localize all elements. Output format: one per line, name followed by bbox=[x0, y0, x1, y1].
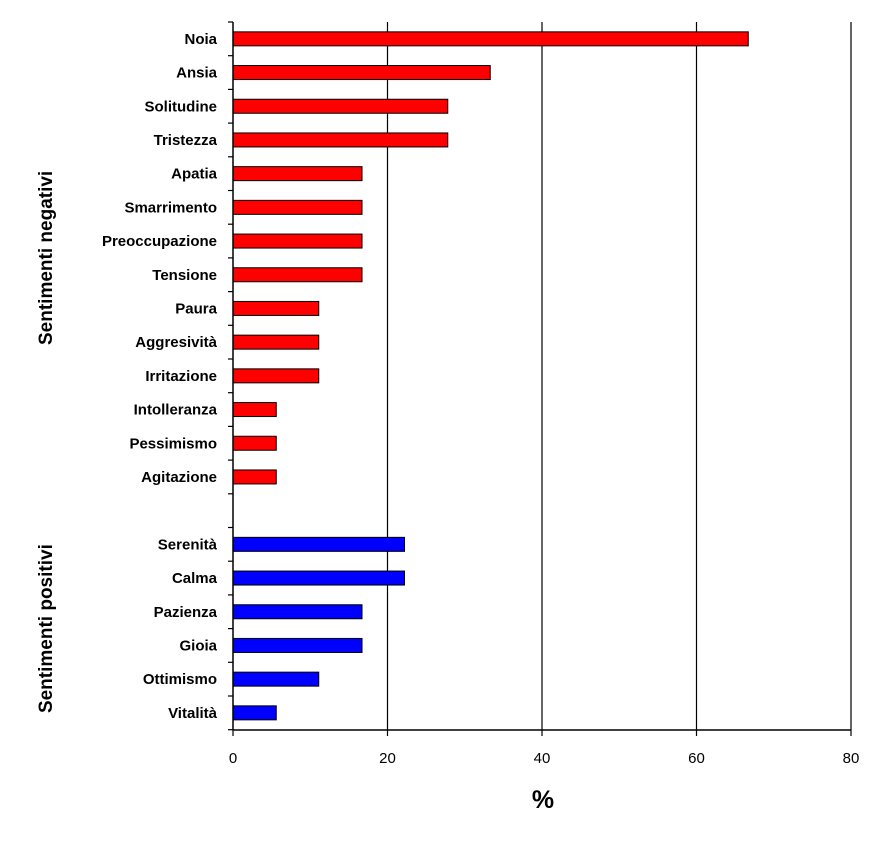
bar-preoccupazione bbox=[232, 233, 363, 249]
x-tick-label: 20 bbox=[379, 750, 396, 767]
bar-apatia bbox=[232, 166, 363, 182]
bar-solitudine bbox=[232, 98, 449, 114]
category-label: Apatia bbox=[171, 166, 218, 183]
bar-agitazione bbox=[232, 469, 277, 485]
x-tick-label: 60 bbox=[688, 750, 705, 767]
bars bbox=[232, 31, 749, 721]
axes bbox=[228, 21, 852, 736]
category-label: Noia bbox=[184, 31, 217, 48]
bar-vitalità bbox=[232, 705, 277, 721]
category-label: Intolleranza bbox=[134, 402, 218, 419]
x-tick-label: 40 bbox=[534, 750, 551, 767]
bar-ottimismo bbox=[232, 671, 320, 687]
category-label: Paura bbox=[175, 300, 217, 317]
bar-ansia bbox=[232, 65, 491, 81]
grid-lines bbox=[386, 22, 852, 730]
category-label: Pessimismo bbox=[129, 435, 217, 452]
category-label: Irritazione bbox=[145, 368, 217, 385]
bar-paura bbox=[232, 300, 320, 316]
category-label: Calma bbox=[172, 570, 218, 587]
category-label: Ansia bbox=[176, 65, 218, 82]
bar-smarrimento bbox=[232, 199, 363, 215]
category-label: Preoccupazione bbox=[102, 233, 217, 250]
bar-irritazione bbox=[232, 368, 320, 384]
category-label: Tristezza bbox=[154, 132, 218, 149]
bar-intolleranza bbox=[232, 402, 277, 418]
category-label: Gioia bbox=[179, 637, 217, 654]
category-label: Smarrimento bbox=[124, 199, 217, 216]
x-tick-label: 0 bbox=[229, 750, 237, 767]
bar-serenità bbox=[232, 536, 405, 552]
bar-aggresività bbox=[232, 334, 320, 350]
category-label: Agitazione bbox=[141, 469, 217, 486]
category-label: Pazienza bbox=[154, 604, 218, 621]
category-label: Tensione bbox=[152, 267, 217, 284]
x-tick-label: 80 bbox=[843, 750, 860, 767]
bar-tensione bbox=[232, 267, 363, 283]
bar-calma bbox=[232, 570, 405, 586]
bar-pazienza bbox=[232, 604, 363, 620]
group-title-positive: Sentimenti positivi bbox=[36, 544, 57, 713]
category-label: Vitalità bbox=[168, 705, 218, 722]
category-label: Ottimismo bbox=[143, 671, 217, 688]
bar-gioia bbox=[232, 637, 363, 653]
tick-labels: 0 20 40 60 80 bbox=[229, 750, 860, 767]
category-labels: Noia Ansia Solitudine Tristezza Apatia Smarri… bbox=[102, 31, 218, 722]
group-title-negative: Sentimenti negativi bbox=[36, 171, 57, 345]
bar-pessimismo bbox=[232, 435, 277, 451]
x-axis-title: % bbox=[532, 786, 554, 814]
bar-tristezza bbox=[232, 132, 449, 148]
bar-noia bbox=[232, 31, 749, 47]
category-label: Aggresività bbox=[135, 334, 217, 351]
category-label: Serenità bbox=[158, 536, 218, 553]
category-label: Solitudine bbox=[145, 98, 218, 115]
